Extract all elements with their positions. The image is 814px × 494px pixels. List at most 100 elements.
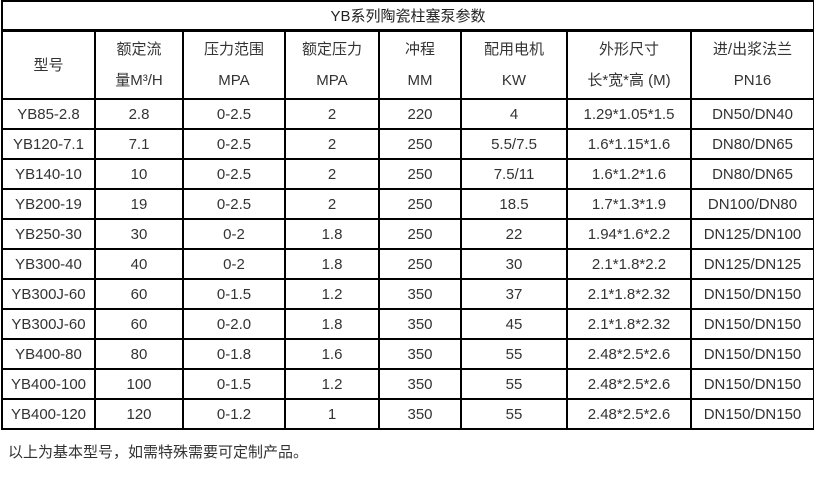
table-row: YB300J-60 60 0-1.5 1.2 350 37 2.1*1.8*2.32 DN15… — [1, 278, 814, 310]
cell-stroke: 250 — [378, 188, 462, 220]
cell-dimensions: 1.7*1.3*1.9 — [566, 188, 692, 220]
cell-motor: 7.5/11 — [460, 158, 568, 190]
cell-stroke: 250 — [378, 218, 462, 250]
cell-dimensions: 2.48*2.5*2.6 — [566, 398, 692, 430]
cell-pressure-range: 0-1.5 — [182, 368, 286, 400]
cell-dimensions: 2.48*2.5*2.6 — [566, 338, 692, 370]
cell-rated-pressure: 1.8 — [284, 218, 380, 250]
cell-flange: DN80/DN65 — [689, 128, 814, 160]
cell-rated-pressure: 1.6 — [284, 338, 380, 370]
header-line: MM — [407, 72, 433, 89]
cell-dimensions: 2.48*2.5*2.6 — [566, 368, 692, 400]
cell-motor: 37 — [460, 278, 568, 310]
table-row: YB300-40 40 0-2 1.8 250 30 2.1*1.8*2.2 DN125/DN… — [1, 248, 814, 280]
cell-flow: 40 — [94, 248, 184, 280]
cell-flow: 7.1 — [94, 128, 184, 160]
column-header-stroke: 冲程 MM — [378, 29, 462, 100]
table-row: YB85-2.8 2.8 0-2.5 2 220 4 1.29*1.05*1.5 DN50/D… — [1, 98, 814, 130]
cell-pressure-range: 0-1.8 — [182, 338, 286, 370]
table-header-row: 型号 额定流 量M³/H 压力范围 MPA 额定压力 MPA 冲程 MM — [1, 29, 814, 100]
header-line: KW — [501, 72, 527, 89]
cell-flange: DN150/DN150 — [689, 368, 814, 400]
cell-dimensions: 1.94*1.6*2.2 — [566, 218, 692, 250]
cell-stroke: 350 — [378, 398, 462, 430]
cell-pressure-range: 0-1.5 — [182, 278, 286, 310]
cell-stroke: 220 — [378, 98, 462, 130]
cell-model: YB250-30 — [1, 218, 96, 250]
cell-flow: 120 — [94, 398, 184, 430]
cell-stroke: 250 — [378, 158, 462, 190]
table-title: YB系列陶瓷柱塞泵参数 — [0, 0, 814, 32]
column-header-motor: 配用电机 KW — [460, 29, 568, 100]
column-header-rated-flow: 额定流 量M³/H — [94, 29, 184, 100]
cell-flange: DN100/DN80 — [689, 188, 814, 220]
cell-flow: 60 — [94, 278, 184, 310]
pump-spec-table: YB系列陶瓷柱塞泵参数 型号 额定流 量M³/H 压力范围 MPA 额定压力 M… — [0, 0, 814, 430]
cell-rated-pressure: 2 — [284, 188, 380, 220]
header-line: 长*宽*高 (M) — [587, 72, 671, 89]
cell-model: YB200-19 — [1, 188, 96, 220]
cell-pressure-range: 0-2.5 — [182, 128, 286, 160]
cell-model: YB140-10 — [1, 158, 96, 190]
header-line: 量M³/H — [115, 72, 163, 89]
cell-motor: 45 — [460, 308, 568, 340]
table-row: YB140-10 10 0-2.5 2 250 7.5/11 1.6*1.2*1.6 DN80… — [1, 158, 814, 190]
cell-rated-pressure: 1.8 — [284, 308, 380, 340]
cell-pressure-range: 0-1.2 — [182, 398, 286, 430]
cell-rated-pressure: 2 — [284, 128, 380, 160]
cell-flange: DN150/DN150 — [689, 308, 814, 340]
column-header-pressure-range: 压力范围 MPA — [182, 29, 286, 100]
cell-stroke: 250 — [378, 248, 462, 280]
header-line: PN16 — [733, 72, 772, 89]
cell-dimensions: 2.1*1.8*2.32 — [566, 308, 692, 340]
cell-pressure-range: 0-2.0 — [182, 308, 286, 340]
cell-stroke: 250 — [378, 128, 462, 160]
cell-dimensions: 1.6*1.2*1.6 — [566, 158, 692, 190]
header-line: 冲程 — [404, 41, 435, 58]
cell-model: YB300-40 — [1, 248, 96, 280]
cell-motor: 55 — [460, 338, 568, 370]
header-line: 配用电机 — [483, 41, 544, 58]
cell-flow: 80 — [94, 338, 184, 370]
cell-motor: 22 — [460, 218, 568, 250]
cell-dimensions: 1.6*1.15*1.6 — [566, 128, 692, 160]
cell-stroke: 350 — [378, 338, 462, 370]
footnote: 以上为基本型号，如需特殊需要可定制产品。 — [8, 444, 309, 461]
cell-dimensions: 2.1*1.8*2.32 — [566, 278, 692, 310]
table-row: YB400-80 80 0-1.8 1.6 350 55 2.48*2.5*2.6 DN150… — [1, 338, 814, 370]
cell-motor: 4 — [460, 98, 568, 130]
header-line: 型号 — [33, 56, 64, 74]
header-line: MPA — [316, 72, 348, 89]
column-header-dimensions: 外形尺寸 长*宽*高 (M) — [566, 29, 692, 100]
column-header-flange: 进/出浆法兰 PN16 — [689, 29, 814, 100]
cell-rated-pressure: 1.2 — [284, 368, 380, 400]
cell-dimensions: 1.29*1.05*1.5 — [566, 98, 692, 130]
header-line: MPA — [218, 72, 250, 89]
cell-flange: DN150/DN150 — [689, 398, 814, 430]
column-header-rated-pressure: 额定压力 MPA — [284, 29, 380, 100]
header-line: 压力范围 — [203, 41, 264, 58]
cell-flange: DN125/DN100 — [689, 218, 814, 250]
table-row: YB300J-60 60 0-2.0 1.8 350 45 2.1*1.8*2.32 DN15… — [1, 308, 814, 340]
cell-motor: 5.5/7.5 — [460, 128, 568, 160]
cell-motor: 18.5 — [460, 188, 568, 220]
cell-stroke: 350 — [378, 368, 462, 400]
cell-model: YB400-120 — [1, 398, 96, 430]
cell-pressure-range: 0-2.5 — [182, 98, 286, 130]
cell-stroke: 350 — [378, 308, 462, 340]
cell-pressure-range: 0-2.5 — [182, 188, 286, 220]
cell-flange: DN125/DN125 — [689, 248, 814, 280]
cell-motor: 55 — [460, 368, 568, 400]
cell-pressure-range: 0-2 — [182, 248, 286, 280]
header-line: 外形尺寸 — [598, 41, 659, 58]
cell-flange: DN80/DN65 — [689, 158, 814, 190]
table-row: YB250-30 30 0-2 1.8 250 22 1.94*1.6*2.2 DN125/D… — [1, 218, 814, 250]
cell-model: YB300J-60 — [1, 308, 96, 340]
cell-model: YB400-100 — [1, 368, 96, 400]
table-row: YB200-19 19 0-2.5 2 250 18.5 1.7*1.3*1.9 DN100/… — [1, 188, 814, 220]
cell-flow: 30 — [94, 218, 184, 250]
cell-flow: 60 — [94, 308, 184, 340]
table-row: YB400-100 100 0-1.5 1.2 350 55 2.48*2.5*2.6 DN1… — [1, 368, 814, 400]
cell-model: YB85-2.8 — [1, 98, 96, 130]
